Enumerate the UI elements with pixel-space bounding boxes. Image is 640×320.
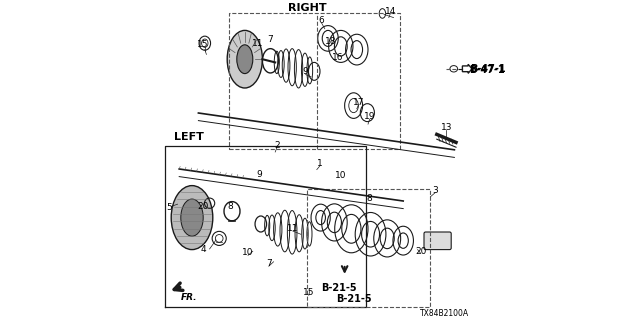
Text: 5: 5 bbox=[166, 204, 172, 212]
Text: B-21-5: B-21-5 bbox=[321, 283, 357, 293]
Text: 6: 6 bbox=[319, 16, 324, 25]
Text: B-21-5: B-21-5 bbox=[336, 294, 371, 304]
Ellipse shape bbox=[237, 45, 253, 74]
Text: 20: 20 bbox=[198, 202, 209, 211]
Text: B-47-1: B-47-1 bbox=[470, 64, 506, 74]
Text: 10: 10 bbox=[335, 172, 346, 180]
Text: TX84B2100A: TX84B2100A bbox=[420, 309, 468, 318]
Text: 9: 9 bbox=[257, 170, 262, 179]
Text: 17: 17 bbox=[353, 98, 364, 107]
Ellipse shape bbox=[227, 30, 262, 88]
Text: 7: 7 bbox=[266, 260, 271, 268]
Text: 13: 13 bbox=[441, 124, 452, 132]
Text: B-47-1: B-47-1 bbox=[468, 65, 504, 76]
Text: 10: 10 bbox=[243, 248, 253, 257]
Text: FR.: FR. bbox=[181, 293, 197, 302]
Text: 7: 7 bbox=[268, 36, 273, 44]
Text: 2: 2 bbox=[274, 141, 280, 150]
Ellipse shape bbox=[172, 186, 212, 250]
Ellipse shape bbox=[181, 199, 204, 236]
Text: 11: 11 bbox=[252, 39, 263, 48]
Text: 4: 4 bbox=[200, 245, 206, 254]
Text: 15: 15 bbox=[198, 40, 209, 49]
Text: 8: 8 bbox=[228, 202, 233, 211]
FancyArrow shape bbox=[462, 64, 472, 73]
Text: 20: 20 bbox=[415, 247, 426, 256]
Text: RIGHT: RIGHT bbox=[288, 3, 326, 13]
Text: 3: 3 bbox=[433, 186, 438, 195]
Text: 18: 18 bbox=[326, 37, 337, 46]
Text: 16: 16 bbox=[332, 53, 343, 62]
Text: LEFT: LEFT bbox=[174, 132, 204, 142]
Text: 14: 14 bbox=[385, 7, 396, 16]
Text: 1: 1 bbox=[317, 159, 323, 168]
Text: 9: 9 bbox=[303, 68, 308, 76]
FancyBboxPatch shape bbox=[424, 232, 451, 250]
Text: 8: 8 bbox=[367, 194, 372, 203]
Text: 11: 11 bbox=[287, 224, 298, 233]
Text: 15: 15 bbox=[303, 288, 314, 297]
Text: 19: 19 bbox=[364, 112, 375, 121]
